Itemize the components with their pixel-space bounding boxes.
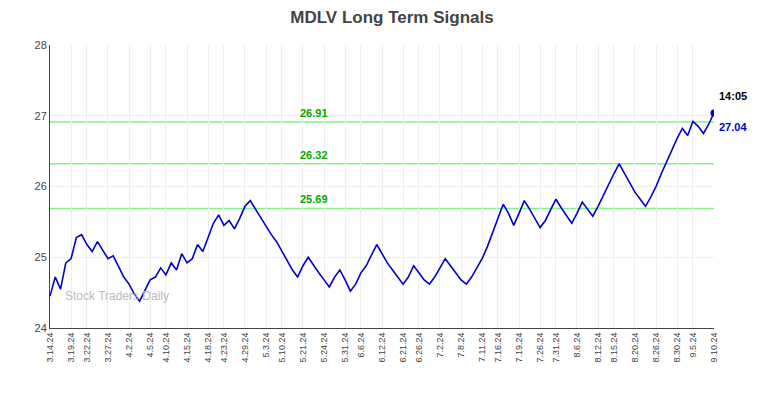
svg-text:6.26.24: 6.26.24 (414, 333, 424, 363)
svg-text:7.19.24: 7.19.24 (514, 333, 524, 363)
svg-text:3.22.24: 3.22.24 (82, 333, 92, 363)
svg-text:4.10.24: 4.10.24 (161, 333, 171, 363)
svg-text:4.23.24: 4.23.24 (219, 333, 229, 363)
svg-text:MDLV Long Term Signals: MDLV Long Term Signals (290, 8, 493, 27)
svg-text:Stock Traders Daily: Stock Traders Daily (65, 289, 169, 303)
svg-text:7.11.24: 7.11.24 (477, 333, 487, 362)
svg-text:8.30.24: 8.30.24 (672, 333, 682, 363)
svg-text:8.6.24: 8.6.24 (572, 333, 582, 358)
svg-text:26.91: 26.91 (300, 107, 328, 119)
svg-text:14:05: 14:05 (719, 90, 747, 102)
svg-text:7.16.24: 7.16.24 (493, 333, 503, 363)
svg-text:5.21.24: 5.21.24 (298, 333, 308, 363)
svg-text:27: 27 (35, 110, 47, 122)
svg-text:6.6.24: 6.6.24 (356, 333, 366, 358)
svg-text:25.69: 25.69 (300, 193, 328, 205)
svg-text:4.29.24: 4.29.24 (240, 333, 250, 363)
svg-text:8.20.24: 8.20.24 (630, 333, 640, 363)
svg-text:5.31.24: 5.31.24 (340, 333, 350, 363)
svg-text:8.26.24: 8.26.24 (651, 333, 661, 363)
svg-text:8.15.24: 8.15.24 (609, 333, 619, 363)
svg-text:26: 26 (35, 180, 47, 192)
svg-text:7.2.24: 7.2.24 (435, 333, 445, 358)
svg-text:4.18.24: 4.18.24 (203, 333, 213, 363)
svg-text:7.8.24: 7.8.24 (456, 333, 466, 358)
svg-text:7.26.24: 7.26.24 (535, 333, 545, 363)
svg-text:24: 24 (35, 322, 47, 334)
svg-text:3.19.24: 3.19.24 (66, 333, 76, 363)
svg-text:5.3.24: 5.3.24 (261, 333, 271, 358)
svg-text:7.31.24: 7.31.24 (551, 333, 561, 363)
svg-text:6.12.24: 6.12.24 (377, 333, 387, 363)
svg-text:8.12.24: 8.12.24 (593, 333, 603, 363)
svg-text:4.5.24: 4.5.24 (145, 333, 155, 358)
svg-text:9.5.24: 9.5.24 (688, 333, 698, 358)
svg-text:5.24.24: 5.24.24 (319, 333, 329, 363)
svg-text:9.10.24: 9.10.24 (709, 333, 719, 363)
svg-text:28: 28 (35, 39, 47, 51)
svg-text:6.21.24: 6.21.24 (398, 333, 408, 363)
svg-text:25: 25 (35, 251, 47, 263)
svg-text:3.14.24: 3.14.24 (45, 333, 55, 363)
svg-text:5.10.24: 5.10.24 (277, 333, 287, 363)
svg-text:26.32: 26.32 (300, 149, 328, 161)
svg-text:4.15.24: 4.15.24 (182, 333, 192, 363)
svg-text:27.04: 27.04 (719, 121, 747, 133)
svg-text:3.27.24: 3.27.24 (103, 333, 113, 363)
svg-text:4.2.24: 4.2.24 (124, 333, 134, 358)
